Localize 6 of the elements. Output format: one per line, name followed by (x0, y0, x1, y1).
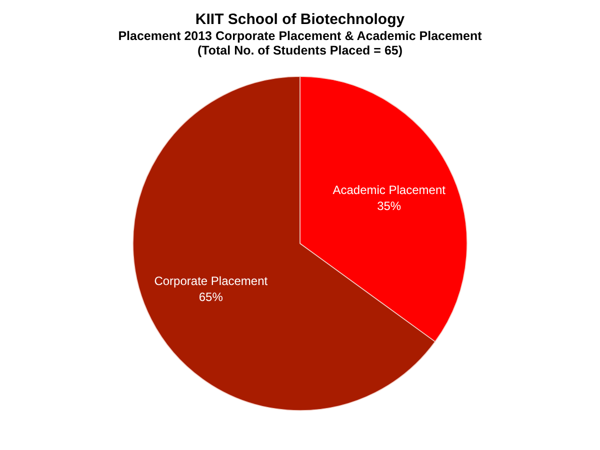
chart-subtitle: Placement 2013 Corporate Placement & Academic Placement (Total No. of Students Placed = 65) (118, 29, 483, 58)
data-label: 35% (377, 199, 402, 214)
slice-label: Academic Placement (332, 183, 446, 198)
slice-label: Corporate Placement (154, 274, 268, 288)
chart-title: KIIT School of Biotechnology (195, 11, 406, 28)
data-label: 65% (198, 290, 224, 304)
